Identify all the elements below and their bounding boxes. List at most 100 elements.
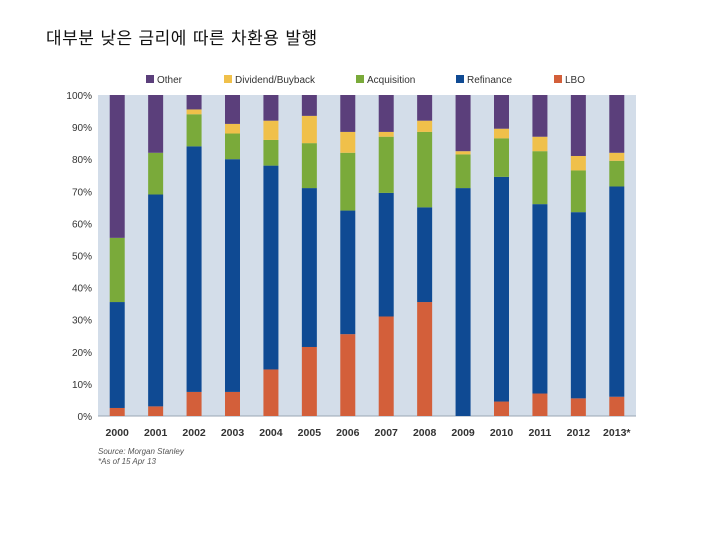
- y-axis: 0% 10% 20% 30% 40% 50% 60% 70% 80% 90% 100%: [66, 91, 92, 423]
- bar-segment-refinance: [301, 188, 317, 347]
- bar-segment-refinance: [186, 146, 202, 392]
- bar-segment-other: [148, 95, 164, 153]
- bar-segment-acquisition: [532, 151, 548, 205]
- bar-segment-refinance: [225, 159, 240, 392]
- bar-segment-dividend-buyback: [570, 155, 586, 171]
- bar-segment-dividend-buyback: [186, 109, 202, 115]
- y-tick-label: 20%: [72, 348, 92, 359]
- bar-segment-refinance: [570, 212, 586, 399]
- slide-title: 대부분 낮은 금리에 따른 차환용 발행: [46, 29, 318, 49]
- legend-label: Acquisition: [367, 75, 415, 86]
- legend-label: Refinance: [467, 75, 512, 86]
- x-tick-label: 2005: [298, 427, 322, 439]
- x-tick-label: 2013*: [603, 427, 631, 439]
- bar-segment-acquisition: [609, 160, 625, 187]
- bar-segment-dividend-buyback: [417, 120, 433, 132]
- bar-segment-lbo: [417, 302, 433, 416]
- y-tick-label: 0%: [78, 412, 93, 423]
- bar-segment-other: [494, 95, 509, 129]
- bar-segment-refinance: [455, 188, 471, 416]
- x-tick-label: 2008: [413, 427, 437, 439]
- bar-segment-other: [186, 95, 202, 110]
- source-footnote: *As of 15 Apr 13: [98, 457, 156, 466]
- bar-segment-lbo: [609, 396, 625, 416]
- bar-segment-refinance: [532, 204, 548, 394]
- x-tick-label: 2011: [529, 427, 552, 439]
- y-tick-label: 40%: [72, 284, 92, 295]
- bar-segment-acquisition: [378, 136, 394, 193]
- y-tick-label: 90%: [72, 123, 92, 134]
- bar-segment-refinance: [609, 186, 625, 397]
- bar-segment-acquisition: [494, 138, 509, 177]
- bar-segment-acquisition: [417, 131, 433, 208]
- bar-segment-lbo: [225, 391, 240, 416]
- bar-segment-lbo: [263, 369, 279, 416]
- y-tick-label: 60%: [72, 219, 92, 230]
- y-tick-label: 80%: [72, 155, 92, 166]
- bar-segment-other: [301, 95, 317, 116]
- bar-segment-other: [109, 95, 125, 238]
- x-tick-label: 2007: [375, 427, 399, 439]
- y-tick-label: 100%: [66, 91, 92, 102]
- x-tick-label: 2009: [451, 427, 475, 439]
- bar-segment-other: [532, 95, 548, 137]
- bar-segment-dividend-buyback: [494, 128, 509, 139]
- x-axis: 2000 2001 2002 2003 2004 2005 2006 2007 2008 2009…: [106, 427, 632, 439]
- bar-segment-refinance: [263, 165, 279, 370]
- bar-segment-dividend-buyback: [340, 131, 356, 153]
- bar-segment-acquisition: [186, 114, 202, 147]
- legend-swatch: [356, 75, 364, 83]
- x-tick-label: 2002: [182, 427, 206, 439]
- bar-segment-acquisition: [109, 237, 125, 303]
- source-line: Source: Morgan Stanley: [98, 447, 184, 456]
- bar-segment-acquisition: [570, 170, 586, 213]
- bar-segment-lbo: [301, 346, 317, 416]
- bar-segment-acquisition: [263, 139, 279, 166]
- bar-segment-lbo: [109, 407, 125, 416]
- x-tick-label: 2004: [259, 427, 283, 439]
- x-tick-label: 2006: [336, 427, 360, 439]
- bar-segment-lbo: [340, 334, 356, 416]
- bar-segment-lbo: [570, 398, 586, 416]
- plot-background: [98, 95, 636, 417]
- bar-segment-dividend-buyback: [378, 131, 394, 137]
- bar-segment-other: [455, 95, 471, 152]
- legend-swatch: [146, 75, 154, 83]
- source-note: Source: Morgan Stanley *As of 15 Apr 13: [98, 447, 184, 467]
- bar-segment-lbo: [494, 401, 509, 416]
- bar-segment-other: [340, 95, 356, 132]
- bar-segment-refinance: [494, 176, 509, 402]
- bar-segment-dividend-buyback: [225, 123, 240, 134]
- plot-area: [98, 95, 636, 416]
- bar-segment-lbo: [378, 316, 394, 416]
- bar-segment-dividend-buyback: [455, 151, 471, 155]
- x-tick-label: 2001: [144, 427, 168, 439]
- legend: Other Dividend/Buyback Acquisition Refinanc…: [146, 75, 585, 86]
- x-tick-label: 2010: [490, 427, 514, 439]
- bar-segment-other: [609, 95, 625, 153]
- legend-label: LBO: [565, 75, 585, 86]
- y-tick-label: 30%: [72, 316, 92, 327]
- bar-segment-refinance: [417, 207, 433, 303]
- y-tick-label: 10%: [72, 380, 92, 391]
- bar-segment-other: [417, 95, 433, 121]
- bar-segment-acquisition: [455, 154, 471, 189]
- bar-segment-lbo: [186, 391, 202, 416]
- bar-layer: [109, 95, 625, 416]
- bar-segment-refinance: [378, 192, 394, 317]
- bar-segment-refinance: [340, 210, 356, 335]
- bar-segment-other: [225, 95, 240, 124]
- legend-swatch: [456, 75, 464, 83]
- bar-segment-refinance: [148, 194, 164, 407]
- y-tick-label: 50%: [72, 252, 92, 263]
- bar-segment-lbo: [148, 406, 164, 416]
- bar-segment-lbo: [532, 393, 548, 416]
- x-tick-label: 2003: [221, 427, 245, 439]
- y-tick-label: 70%: [72, 187, 92, 198]
- bar-segment-refinance: [109, 302, 125, 408]
- bar-segment-acquisition: [340, 152, 356, 211]
- legend-swatch: [224, 75, 232, 83]
- x-tick-label: 2012: [567, 427, 591, 439]
